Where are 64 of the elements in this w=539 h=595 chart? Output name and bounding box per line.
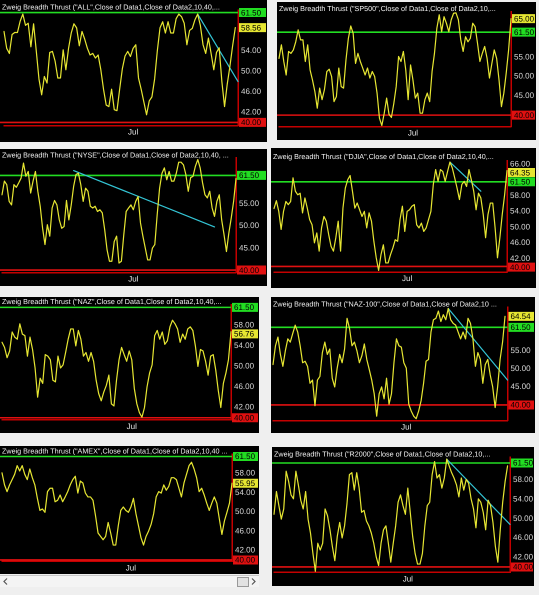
- y-tick-label: 50.00: [235, 507, 256, 516]
- ref-line-label: 61.50: [510, 323, 532, 332]
- y-tick-label: 45.00: [510, 382, 532, 392]
- data-label: 58.56: [241, 23, 262, 32]
- y-tick-label: 58.00: [513, 475, 534, 484]
- y-tick-label: 54.00: [510, 206, 531, 216]
- ref-line-label: 61.50: [234, 303, 255, 312]
- y-tick-label: 46.00: [234, 382, 255, 392]
- x-tick-label: Jul: [401, 422, 412, 432]
- data-label: 65.00: [514, 14, 535, 24]
- y-tick-label: 45.00: [239, 243, 260, 252]
- data-label: 64.35: [510, 168, 531, 178]
- y-tick-label: 55.00: [239, 199, 260, 208]
- ref-line-label: 61.50: [235, 452, 256, 462]
- ref-line-label: 61.50: [510, 177, 531, 186]
- y-tick-label: 55.00: [514, 52, 535, 62]
- ref-line-label: 40.00: [510, 400, 532, 410]
- y-tick-label: 58.00: [235, 468, 256, 478]
- y-tick-label: 46.00: [241, 86, 262, 96]
- data-label: 55.95: [235, 478, 256, 488]
- y-tick-label: 46.00: [513, 533, 534, 542]
- y-tick-label: 58.00: [234, 320, 255, 330]
- x-tick-label: Jul: [126, 563, 136, 572]
- y-tick-label: 50.00: [510, 364, 532, 374]
- ref-line-label: 40.00: [513, 562, 534, 572]
- data-label: 64.54: [510, 312, 532, 322]
- y-tick-label: 55.00: [510, 346, 532, 355]
- y-tick-label: 42.00: [513, 552, 534, 562]
- y-tick-label: 66.00: [510, 159, 531, 168]
- y-tick-label: 42.00: [241, 107, 262, 116]
- x-tick-label: Jul: [402, 274, 412, 284]
- y-tick-label: 45.00: [514, 91, 535, 100]
- ref-line-label: 61.50: [513, 458, 534, 468]
- x-tick-label: Jul: [128, 274, 139, 284]
- ref-line-label: 40.00: [234, 413, 255, 422]
- y-tick-label: 50.00: [514, 72, 535, 81]
- ref-line-label: 40.00: [241, 118, 262, 128]
- y-tick-label: 50.00: [513, 514, 534, 523]
- y-tick-label: 42.00: [234, 402, 255, 412]
- ref-line-label: 61.50: [514, 28, 535, 37]
- y-tick-label: 50.00: [241, 66, 262, 76]
- y-tick-label: 50.00: [510, 222, 531, 232]
- ref-line-label: 40.00: [235, 556, 256, 565]
- ref-line-label: 61.50: [239, 171, 260, 180]
- y-tick-label: 42.00: [235, 546, 256, 555]
- x-tick-label: Jul: [402, 574, 414, 584]
- y-tick-label: 50.00: [234, 362, 255, 371]
- y-tick-label: 50.00: [239, 221, 260, 230]
- y-tick-label: 54.00: [235, 488, 256, 497]
- ref-line-label: 40.00: [514, 110, 535, 120]
- y-tick-label: 58.00: [510, 190, 531, 200]
- x-tick-label: Jul: [408, 128, 418, 138]
- y-tick-label: 46.00: [510, 238, 531, 248]
- data-label: 56.76: [234, 330, 255, 339]
- ref-line-label: 40.00: [510, 262, 531, 272]
- ref-line-label: 61.50: [241, 8, 262, 18]
- y-tick-label: 46.00: [235, 526, 256, 536]
- ref-line-label: 40.00: [239, 266, 260, 275]
- x-tick-label: Jul: [128, 128, 138, 137]
- x-tick-label: Jul: [126, 422, 138, 431]
- y-tick-label: 54.00: [513, 494, 534, 504]
- y-tick-label: 54.00: [241, 46, 262, 56]
- y-tick-label: 54.00: [234, 341, 255, 350]
- y-tick-label: 42.00: [510, 254, 531, 263]
